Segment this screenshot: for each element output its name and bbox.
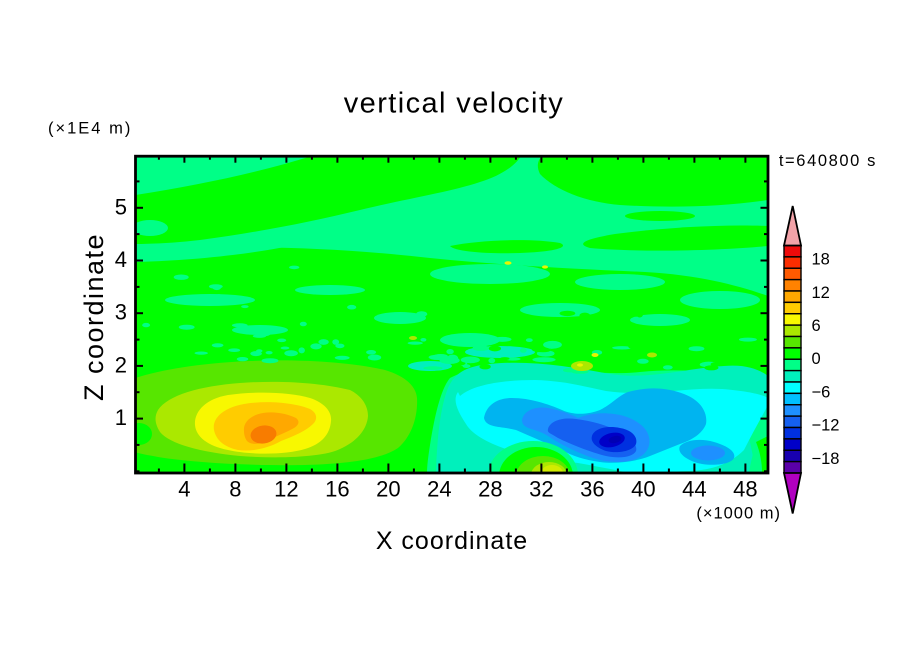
svg-text:44: 44 xyxy=(682,476,706,501)
svg-text:4: 4 xyxy=(115,247,127,272)
svg-text:3: 3 xyxy=(115,300,127,325)
svg-text:vertical velocity: vertical velocity xyxy=(344,88,564,120)
svg-text:1: 1 xyxy=(115,405,127,430)
svg-text:5: 5 xyxy=(115,194,127,219)
svg-text:20: 20 xyxy=(376,476,400,501)
svg-text:Z coordinate: Z coordinate xyxy=(79,233,109,401)
svg-text:32: 32 xyxy=(529,476,553,501)
svg-text:−18: −18 xyxy=(812,450,840,468)
svg-text:40: 40 xyxy=(631,476,655,501)
svg-text:X coordinate: X coordinate xyxy=(376,527,528,555)
svg-text:12: 12 xyxy=(812,284,830,302)
svg-text:−12: −12 xyxy=(812,417,840,435)
svg-text:36: 36 xyxy=(580,476,604,501)
svg-text:48: 48 xyxy=(733,476,757,501)
svg-text:2: 2 xyxy=(115,352,127,377)
svg-text:(×1000 m): (×1000 m) xyxy=(696,505,781,523)
svg-text:−6: −6 xyxy=(812,383,831,401)
svg-text:18: 18 xyxy=(812,251,830,269)
svg-text:t=640800 s: t=640800 s xyxy=(779,152,877,170)
svg-text:4: 4 xyxy=(178,476,190,501)
svg-text:12: 12 xyxy=(274,476,298,501)
svg-text:16: 16 xyxy=(325,476,349,501)
svg-text:0: 0 xyxy=(812,350,821,368)
svg-text:24: 24 xyxy=(427,476,451,501)
svg-text:28: 28 xyxy=(478,476,502,501)
svg-text:8: 8 xyxy=(229,476,241,501)
svg-text:(×1E4 m): (×1E4 m) xyxy=(48,120,132,138)
svg-text:6: 6 xyxy=(812,317,821,335)
